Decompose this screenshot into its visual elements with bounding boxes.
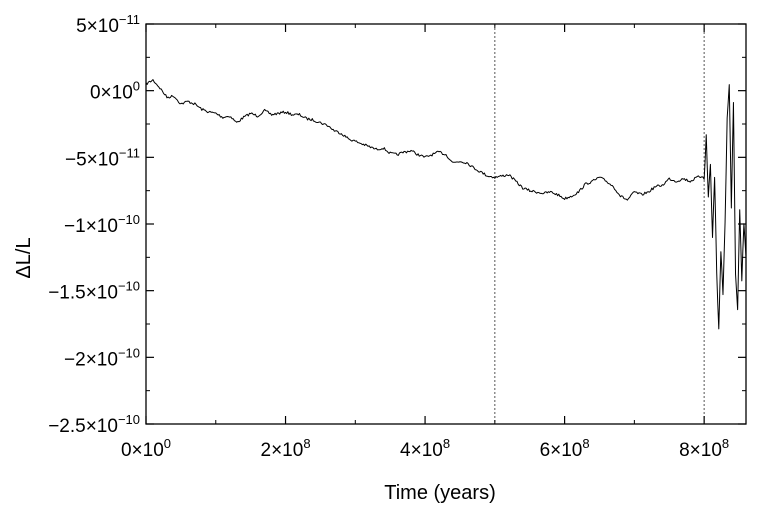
x-tick-label-0: 0×100 — [121, 436, 171, 461]
y-tick-label-1: 0×100 — [90, 79, 140, 104]
y-tick-label-0: 5×10−11 — [76, 12, 140, 37]
y-tick-label-4: −1.5×10−10 — [48, 279, 140, 304]
x-tick-label-3: 6×108 — [540, 436, 590, 461]
x-tick-label-2: 4×108 — [400, 436, 450, 461]
x-axis-title: Time (years) — [384, 482, 495, 504]
series-line-0 — [145, 79, 747, 330]
y-tick-label-2: −5×10−11 — [65, 145, 140, 170]
reference-lines — [494, 24, 705, 424]
plot-border — [145, 23, 747, 425]
x-axis-ticks: 0×100 2×108 4×108 6×108 8×108 — [121, 24, 729, 461]
y-tick-label-5: −2×10−10 — [64, 345, 140, 370]
y-tick-label-3: −1×10−10 — [64, 212, 140, 237]
y-axis-title: ΔL/L — [13, 237, 35, 278]
x-tick-label-1: 2×108 — [261, 436, 311, 461]
series-layer — [145, 79, 747, 330]
x-tick-label-4: 8×108 — [679, 436, 729, 461]
y-tick-label-6: −2.5×10−10 — [48, 412, 140, 437]
plot-frame — [145, 23, 747, 425]
y-axis-ticks: 5×10−11 0×100 −5×10−11 −1×10−10 −1.5×10−10 −2… — [48, 12, 746, 437]
